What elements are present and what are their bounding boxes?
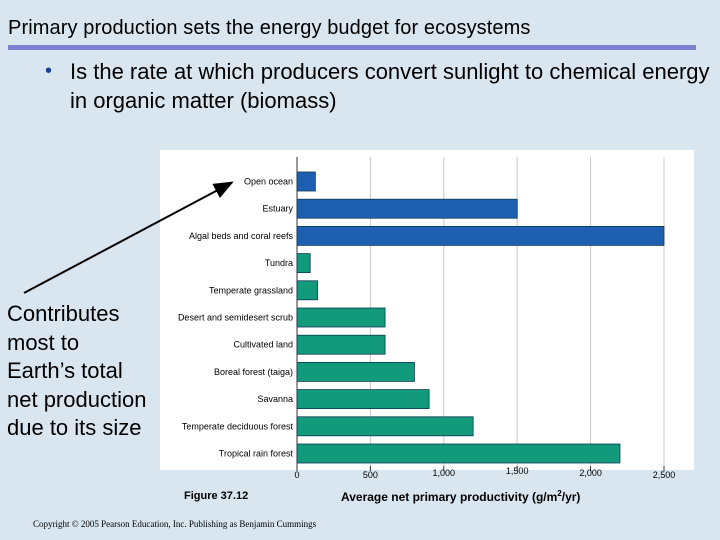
x-axis-title-main: Average net primary productivity (g/m [341,490,558,504]
category-label: Temperate grassland [209,285,293,295]
bar [296,416,474,437]
copyright-notice: Copyright © 2005 Pearson Education, Inc.… [33,519,317,529]
bar [296,253,311,274]
bar [296,334,386,355]
category-label: Tropical rain forest [219,449,294,459]
bar [296,307,386,328]
x-tick-label: 1,500 [506,466,529,476]
x-tick-label: 2,000 [579,468,602,478]
category-label: Cultivated land [233,340,293,350]
x-axis-title-unit: /yr) [561,490,581,504]
slide-title: Primary production sets the energy budge… [8,17,531,39]
x-axis-title: Average net primary productivity (g/m2/y… [341,489,580,504]
x-tick-label: 0 [294,470,299,480]
x-axis-title-exponent: 2 [557,489,562,498]
bullet-marker: • [45,60,53,82]
annotation-arrow [23,181,234,294]
x-tick-label: 1,000 [433,468,456,478]
bar [296,389,430,410]
bar [296,225,665,246]
bar [296,280,318,301]
category-label: Temperate deciduous forest [182,421,294,431]
bar [296,443,621,464]
figure-label: Figure 37.12 [184,490,249,502]
category-label: Tundra [265,258,293,268]
title-underline [8,45,696,50]
x-tick-label: 500 [363,470,378,480]
category-label: Boreal forest (taiga) [214,367,293,377]
x-tick-label: 2,500 [653,470,676,480]
category-label: Savanna [257,394,293,404]
annotation-text: Contributes most to Earth’s total net pr… [7,301,147,440]
bar [296,171,316,192]
bar [296,361,415,382]
category-label: Algal beds and coral reefs [189,231,294,241]
category-label: Estuary [262,204,293,214]
bullet-text: Is the rate at which producers convert s… [70,59,710,113]
category-label: Open ocean [244,177,293,187]
bar [296,198,518,219]
category-label: Desert and semidesert scrub [178,313,293,323]
